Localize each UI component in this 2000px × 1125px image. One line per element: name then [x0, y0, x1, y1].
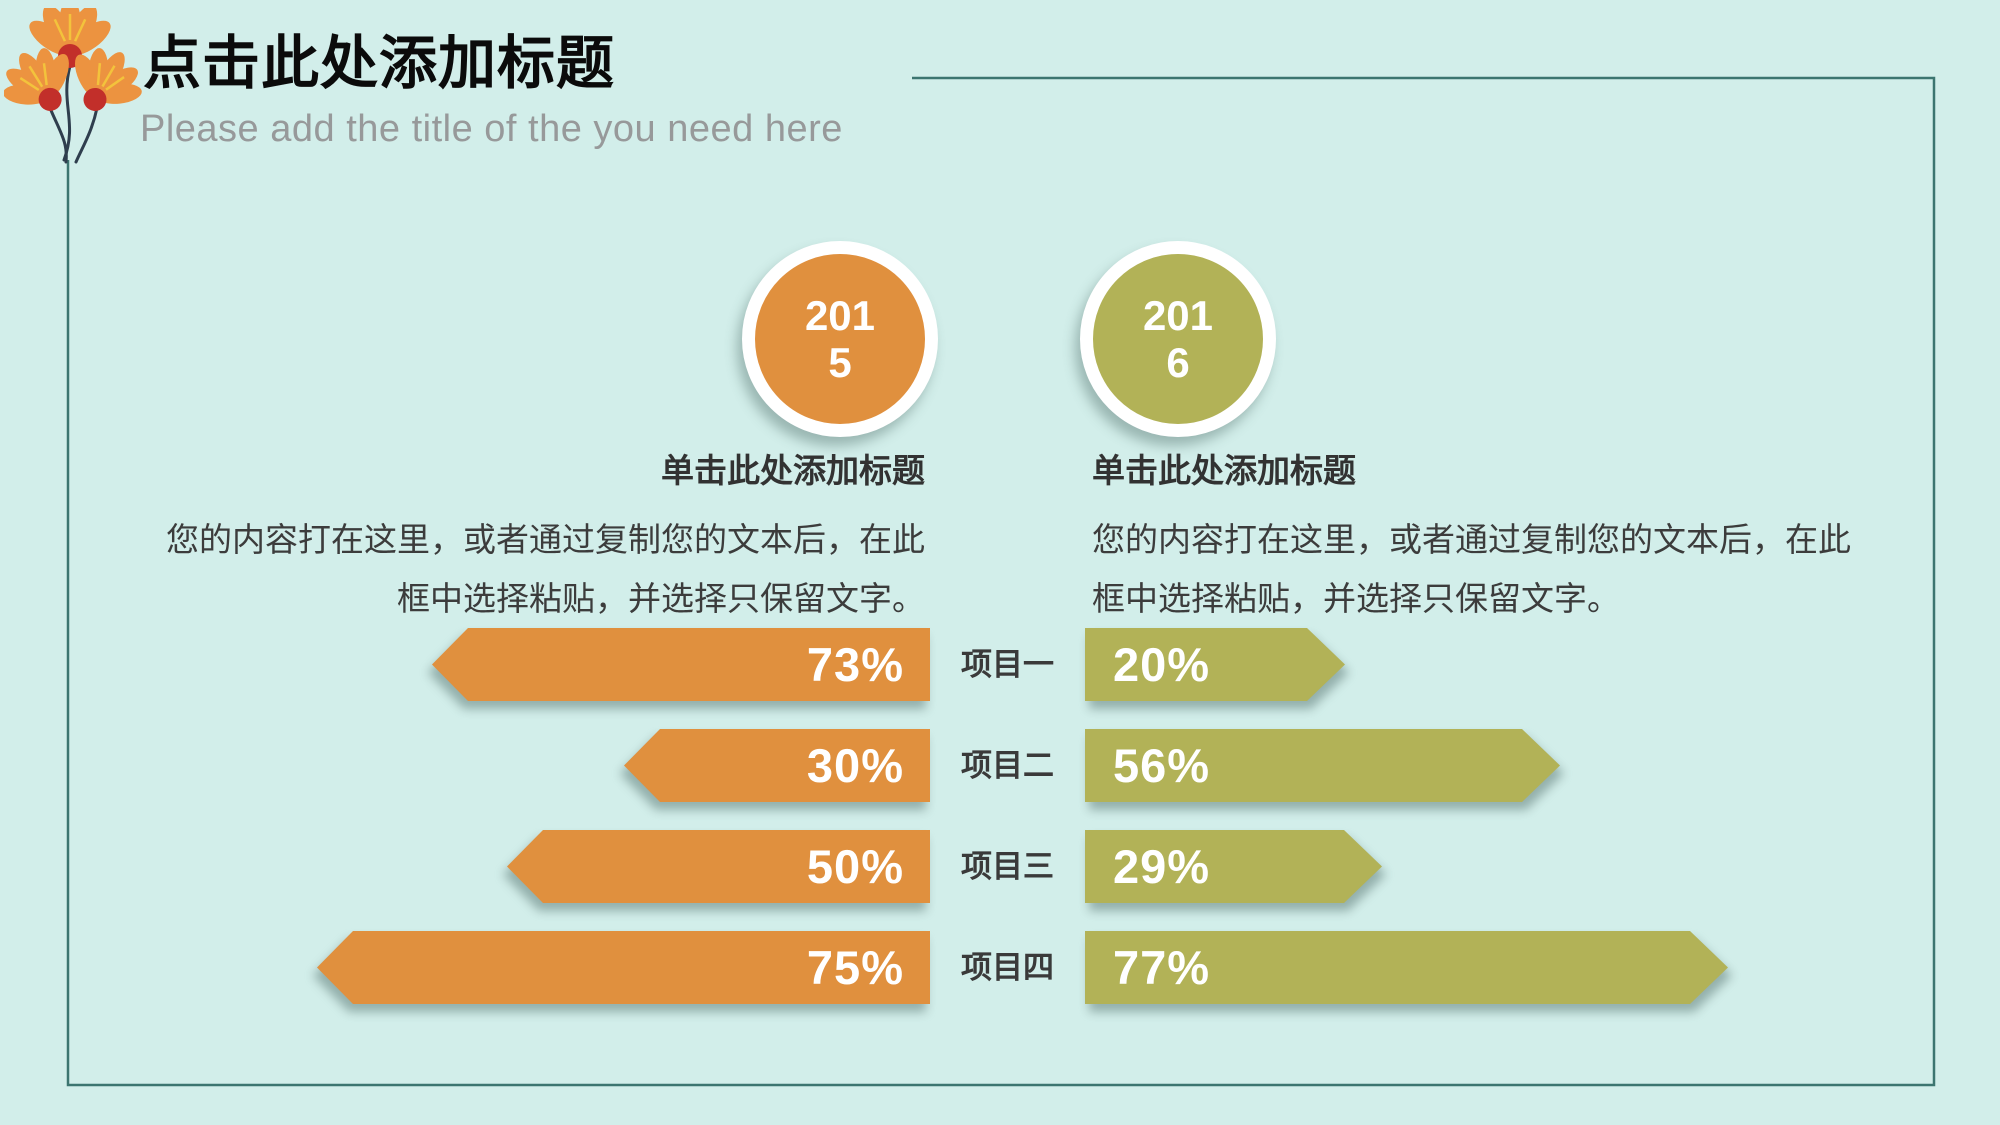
year-label: 2016	[1142, 291, 1214, 386]
flower-left	[4, 48, 69, 111]
slide-subtitle-placeholder[interactable]: Please add the title of the you need her…	[140, 108, 843, 150]
chart-row-1: 73% 项目一 20%	[0, 628, 2000, 701]
flower-right	[74, 48, 142, 111]
bar-value-label: 75%	[806, 941, 904, 994]
bar-value-label: 30%	[806, 739, 904, 792]
bar-value-label: 77%	[1113, 941, 1211, 994]
bar-shape: 77%	[1085, 931, 1728, 1004]
category-label: 项目三	[961, 849, 1054, 884]
year-label: 2015	[804, 291, 876, 386]
bar-shape: 75%	[317, 931, 930, 1004]
column-2016-textblock: 单击此处添加标题 您的内容打在这里，或者通过复制您的文本后，在此 框中选择粘贴，…	[1092, 444, 1932, 628]
column-2015-textblock: 单击此处添加标题 您的内容打在这里，或者通过复制您的文本后，在此 框中选择粘贴，…	[85, 444, 925, 628]
flower-decoration-icon	[4, 8, 142, 164]
category-label: 项目四	[961, 950, 1054, 985]
bar-shape: 50%	[507, 830, 930, 903]
chart-row-3: 50% 项目三 29%	[0, 830, 2000, 903]
category-label: 项目二	[961, 748, 1054, 783]
year-badge-2016: 2016	[1080, 241, 1276, 437]
bar-value-label: 50%	[806, 840, 904, 893]
column-body-line[interactable]: 您的内容打在这里，或者通过复制您的文本后，在此	[166, 521, 925, 558]
bar-value-label: 73%	[806, 638, 904, 691]
left-bar-2015-row-2: 30%	[624, 729, 930, 802]
bar-shape: 30%	[624, 729, 930, 802]
column-body-line[interactable]: 框中选择粘贴，并选择只保留文字。	[397, 580, 925, 617]
column-heading[interactable]: 单击此处添加标题	[1092, 452, 1356, 489]
bar-shape: 29%	[1085, 830, 1382, 903]
right-bar-2016-row-4: 77%	[1085, 931, 1728, 1004]
column-body-line[interactable]: 框中选择粘贴，并选择只保留文字。	[1092, 580, 1620, 617]
bar-value-label: 56%	[1113, 739, 1211, 792]
bar-shape: 56%	[1085, 729, 1560, 802]
chart-row-4: 75% 项目四 77%	[0, 931, 2000, 1004]
right-bar-2016-row-2: 56%	[1085, 729, 1560, 802]
column-heading[interactable]: 单击此处添加标题	[661, 452, 925, 489]
left-bar-2015-row-1: 73%	[432, 628, 930, 701]
bar-value-label: 29%	[1113, 840, 1211, 893]
year-badge-2015: 2015	[742, 241, 938, 437]
right-bar-2016-row-1: 20%	[1085, 628, 1345, 701]
bar-shape: 20%	[1085, 628, 1345, 701]
chart-row-2: 30% 项目二 56%	[0, 729, 2000, 802]
slide-title-placeholder[interactable]: 点击此处添加标题	[143, 31, 616, 96]
left-bar-2015-row-4: 75%	[317, 931, 930, 1004]
butterfly-bar-chart: 73% 项目一 20% 30% 项目二 56% 50% 项目三 29% 75% 项目四 77%	[0, 628, 2000, 1038]
column-body-line[interactable]: 您的内容打在这里，或者通过复制您的文本后，在此	[1092, 521, 1851, 558]
bar-value-label: 20%	[1113, 638, 1211, 691]
right-bar-2016-row-3: 29%	[1085, 830, 1382, 903]
bar-shape: 73%	[432, 628, 930, 701]
category-label: 项目一	[961, 647, 1054, 682]
left-bar-2015-row-3: 50%	[507, 830, 930, 903]
